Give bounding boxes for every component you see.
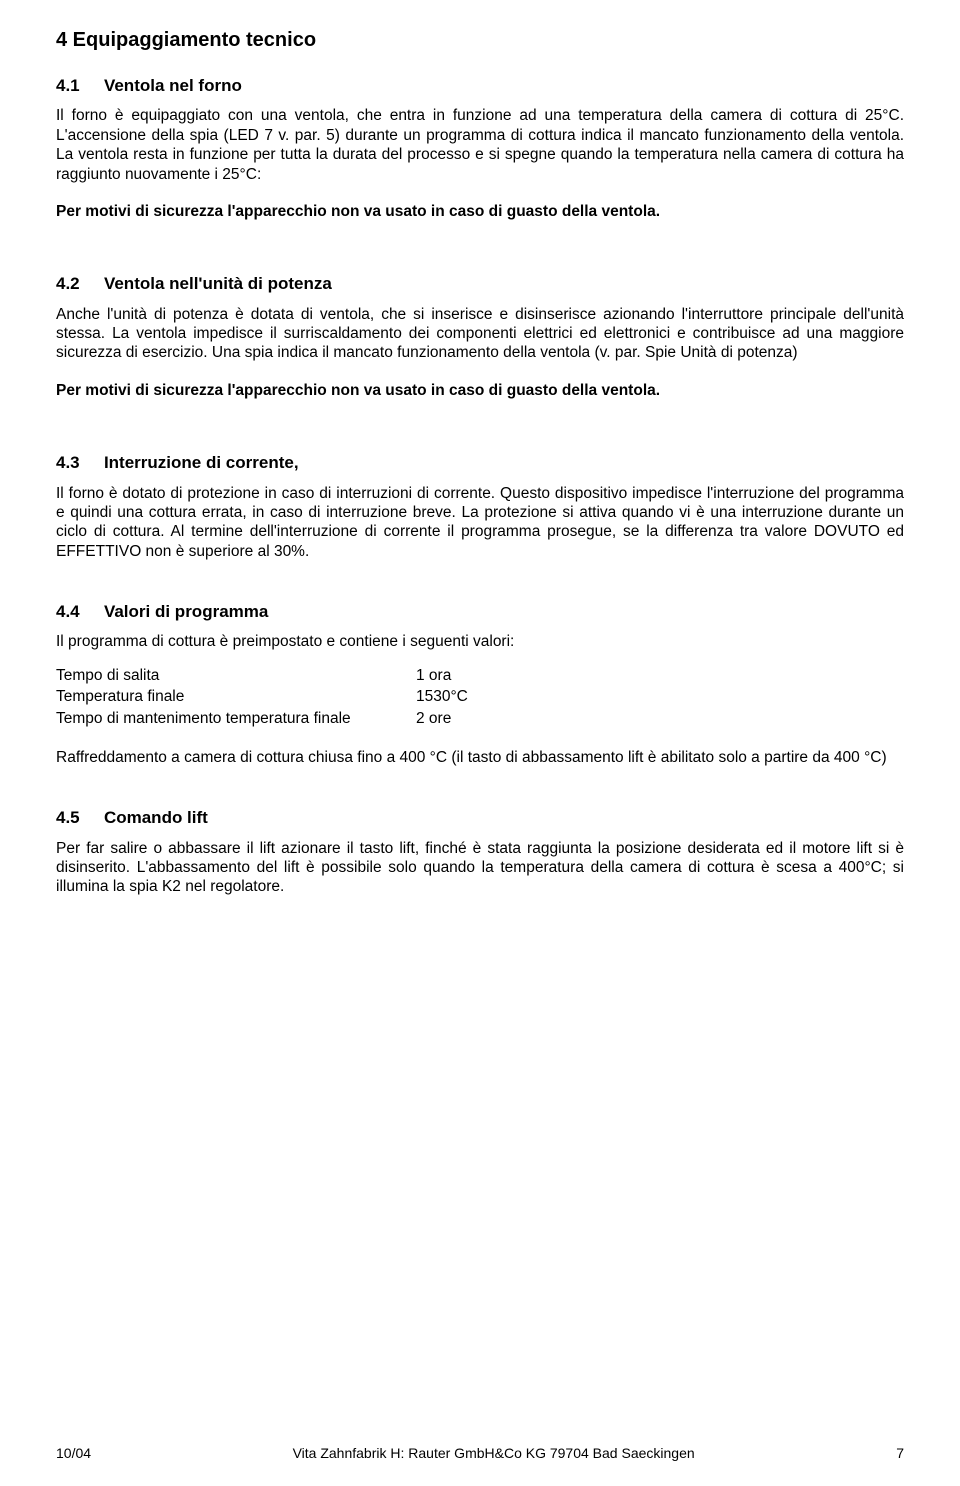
bold-warning: Per motivi di sicurezza l'apparecchio no…: [56, 202, 904, 221]
table-cell-value: 1530°C: [416, 687, 468, 708]
heading-4-5: 4.5 Comando lift: [56, 807, 904, 828]
footer-left: 10/04: [56, 1445, 91, 1463]
heading-1: 4 Equipaggiamento tecnico: [56, 28, 904, 53]
document-page: 4 Equipaggiamento tecnico 4.1 Ventola ne…: [0, 0, 960, 1486]
bold-warning: Per motivi di sicurezza l'apparecchio no…: [56, 381, 904, 400]
heading-title: Interruzione di corrente,: [104, 452, 299, 473]
table-cell-value: 1 ora: [416, 666, 468, 687]
paragraph: Il forno è equipaggiato con una ventola,…: [56, 106, 904, 184]
heading-number: 4.1: [56, 75, 80, 96]
table-cell-label: Tempo di mantenimento temperatura finale: [56, 709, 416, 730]
heading-title: Comando lift: [104, 807, 208, 828]
paragraph: Anche l'unità di potenza è dotata di ven…: [56, 305, 904, 363]
spacer: [56, 430, 904, 452]
table-row: Tempo di mantenimento temperatura finale…: [56, 709, 468, 730]
heading-number: 4.2: [56, 273, 80, 294]
heading-title: Valori di programma: [104, 601, 268, 622]
heading-4-1: 4.1 Ventola nel forno: [56, 75, 904, 96]
footer-page-number: 7: [896, 1445, 904, 1463]
table-row: Tempo di salita 1 ora: [56, 666, 468, 687]
heading-number: 4.5: [56, 807, 80, 828]
table-row: Temperatura finale 1530°C: [56, 687, 468, 708]
heading-4-4: 4.4 Valori di programma: [56, 601, 904, 622]
heading-4-3: 4.3 Interruzione di corrente,: [56, 452, 904, 473]
footer-center: Vita Zahnfabrik H: Rauter GmbH&Co KG 797…: [293, 1445, 695, 1463]
heading-title: Ventola nell'unità di potenza: [104, 273, 332, 294]
heading-number: 4.4: [56, 601, 80, 622]
paragraph: Per far salire o abbassare il lift azion…: [56, 839, 904, 897]
paragraph: Raffreddamento a camera di cottura chius…: [56, 748, 904, 767]
page-footer: 10/04 Vita Zahnfabrik H: Rauter GmbH&Co …: [56, 1445, 904, 1463]
spacer: [56, 785, 904, 807]
table-cell-label: Tempo di salita: [56, 666, 416, 687]
heading-4-2: 4.2 Ventola nell'unità di potenza: [56, 273, 904, 294]
spacer: [56, 579, 904, 601]
paragraph: Il forno è dotato di protezione in caso …: [56, 484, 904, 562]
heading-number: 4.3: [56, 452, 80, 473]
paragraph: Il programma di cottura è preimpostato e…: [56, 632, 904, 651]
table-cell-label: Temperatura finale: [56, 687, 416, 708]
program-values-table: Tempo di salita 1 ora Temperatura finale…: [56, 666, 468, 730]
spacer: [56, 251, 904, 273]
heading-title: Ventola nel forno: [104, 75, 242, 96]
table-cell-value: 2 ore: [416, 709, 468, 730]
